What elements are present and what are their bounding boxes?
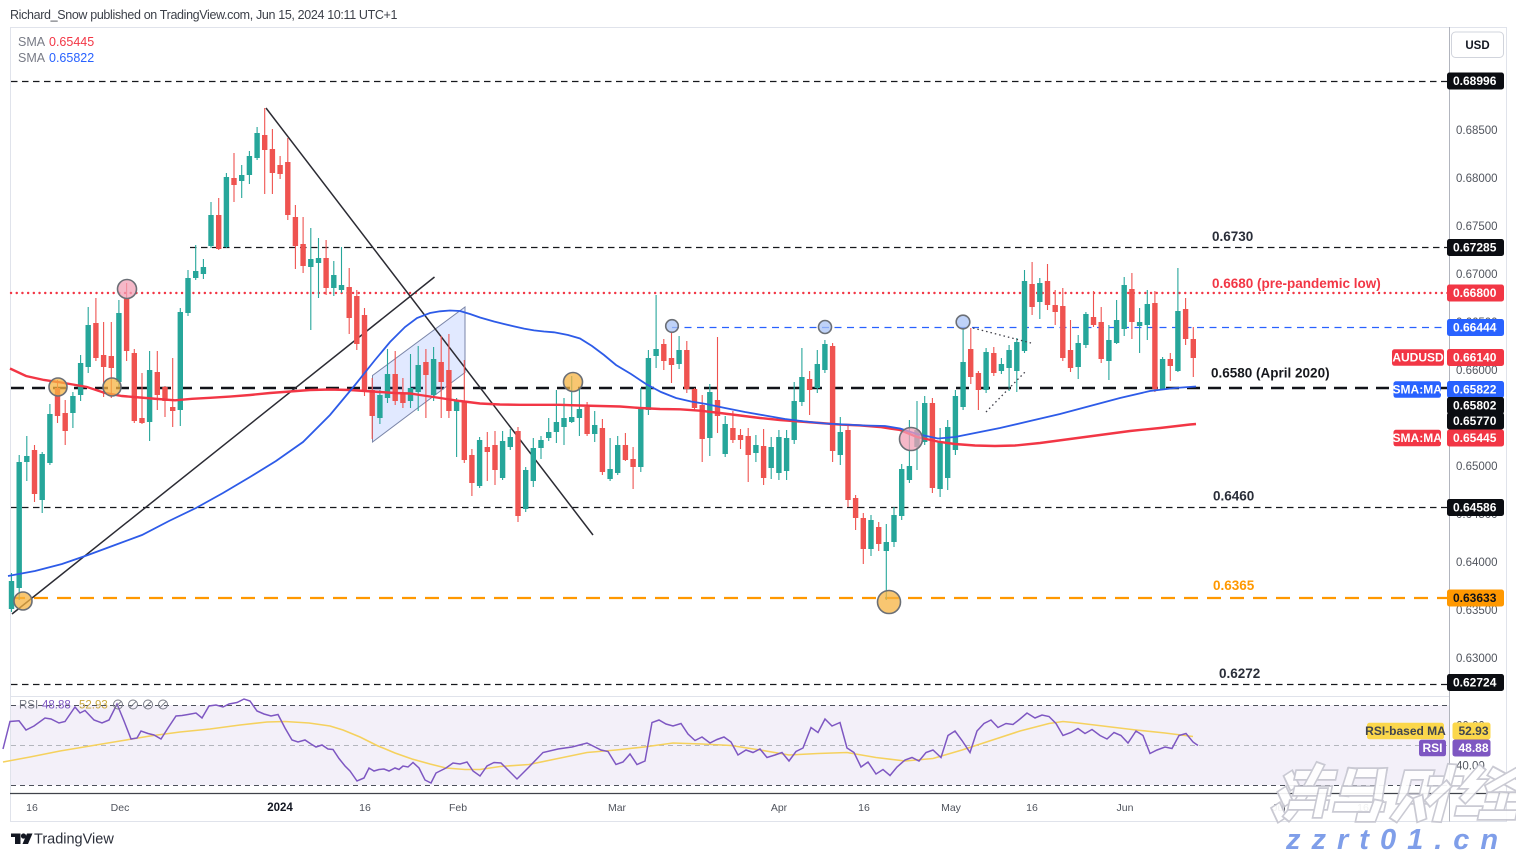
svg-text:USD: USD bbox=[1465, 40, 1489, 52]
svg-text:SMA: SMA bbox=[18, 51, 46, 65]
svg-text:0.64000: 0.64000 bbox=[1456, 557, 1498, 569]
svg-text:0.65445: 0.65445 bbox=[49, 35, 94, 49]
svg-text:May: May bbox=[941, 802, 962, 814]
svg-text:RSI: RSI bbox=[1422, 741, 1442, 755]
svg-text:Jun: Jun bbox=[1117, 802, 1134, 814]
svg-text:0.67500: 0.67500 bbox=[1456, 221, 1498, 233]
svg-text:2024: 2024 bbox=[267, 802, 293, 814]
svg-text:0.65822: 0.65822 bbox=[49, 51, 94, 65]
svg-text:RSI-based MA: RSI-based MA bbox=[1365, 724, 1446, 738]
svg-text:0.6730: 0.6730 bbox=[1212, 229, 1253, 244]
svg-text:0.65822: 0.65822 bbox=[1453, 383, 1497, 397]
svg-text:0.67000: 0.67000 bbox=[1456, 269, 1498, 281]
svg-text:0.6365: 0.6365 bbox=[1213, 578, 1255, 593]
svg-text:0.68000: 0.68000 bbox=[1456, 173, 1498, 185]
svg-text:Dec: Dec bbox=[111, 802, 130, 814]
svg-text:0.6680 (pre-pandemic low): 0.6680 (pre-pandemic low) bbox=[1212, 276, 1381, 291]
svg-text:AUDUSD: AUDUSD bbox=[1392, 351, 1444, 365]
svg-text:0.6460: 0.6460 bbox=[1213, 489, 1254, 504]
svg-text:0.66444: 0.66444 bbox=[1453, 321, 1497, 335]
svg-text:0.63633: 0.63633 bbox=[1453, 591, 1497, 605]
svg-text:0.65445: 0.65445 bbox=[1453, 431, 1497, 445]
svg-text:16: 16 bbox=[359, 802, 371, 814]
svg-text:52.93: 52.93 bbox=[1459, 724, 1489, 738]
svg-text:0.65802: 0.65802 bbox=[1453, 399, 1497, 413]
svg-text:0.66140: 0.66140 bbox=[1453, 351, 1497, 365]
svg-text:48.88: 48.88 bbox=[1459, 741, 1489, 755]
svg-text:0.66800: 0.66800 bbox=[1453, 286, 1497, 300]
svg-text:Apr: Apr bbox=[771, 802, 788, 814]
svg-text:16: 16 bbox=[26, 802, 38, 814]
svg-text:RSI: RSI bbox=[19, 700, 38, 712]
svg-text:0.64586: 0.64586 bbox=[1453, 501, 1497, 515]
svg-text:0.65770: 0.65770 bbox=[1453, 414, 1497, 428]
svg-text:0.6580 (April 2020): 0.6580 (April 2020) bbox=[1211, 366, 1330, 381]
svg-text:0.6272: 0.6272 bbox=[1219, 666, 1260, 681]
svg-text:52.93: 52.93 bbox=[79, 700, 108, 712]
svg-text:0.63000: 0.63000 bbox=[1456, 653, 1498, 665]
svg-text:0.63500: 0.63500 bbox=[1456, 605, 1498, 617]
svg-text:16: 16 bbox=[858, 802, 870, 814]
svg-text:16: 16 bbox=[1026, 802, 1038, 814]
svg-text:48.88: 48.88 bbox=[42, 700, 71, 712]
svg-text:0.66000: 0.66000 bbox=[1456, 365, 1498, 377]
svg-text:0.68500: 0.68500 bbox=[1456, 125, 1498, 137]
svg-text:0.67285: 0.67285 bbox=[1453, 241, 1497, 255]
svg-text:SMA:MA: SMA:MA bbox=[1393, 431, 1443, 445]
svg-text:zzrt01.cn: zzrt01.cn bbox=[1285, 824, 1509, 856]
svg-text:0.62724: 0.62724 bbox=[1453, 676, 1497, 690]
svg-text:0.68996: 0.68996 bbox=[1453, 74, 1497, 88]
svg-text:SMA:MA: SMA:MA bbox=[1393, 383, 1443, 397]
svg-text:Feb: Feb bbox=[449, 802, 467, 814]
svg-text:SMA: SMA bbox=[18, 35, 46, 49]
svg-text:0.65000: 0.65000 bbox=[1456, 461, 1498, 473]
svg-text:Richard_Snow published on Trad: Richard_Snow published on TradingView.co… bbox=[10, 8, 398, 22]
svg-text:Mar: Mar bbox=[608, 802, 627, 814]
svg-text:TradingView: TradingView bbox=[34, 832, 114, 848]
